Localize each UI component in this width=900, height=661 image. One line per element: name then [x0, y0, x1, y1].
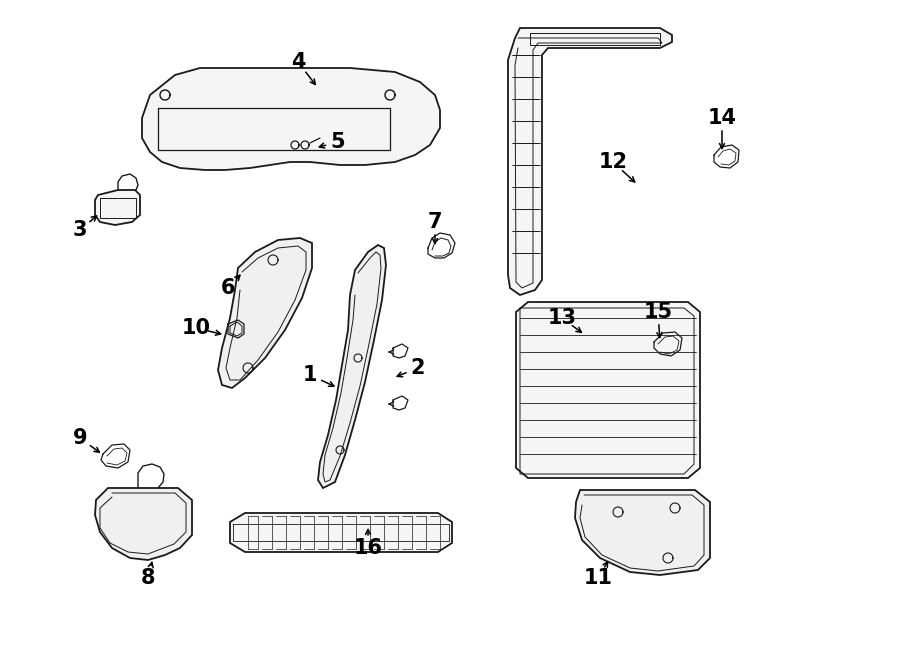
- Text: 3: 3: [73, 220, 87, 240]
- Polygon shape: [318, 245, 386, 488]
- Polygon shape: [142, 68, 440, 170]
- Text: 11: 11: [583, 568, 613, 588]
- Text: 13: 13: [547, 308, 577, 328]
- Polygon shape: [95, 190, 140, 225]
- Text: 2: 2: [410, 358, 425, 378]
- Text: 5: 5: [330, 132, 346, 152]
- Polygon shape: [575, 490, 710, 575]
- Text: 1: 1: [302, 365, 317, 385]
- Text: 9: 9: [73, 428, 87, 448]
- Text: 10: 10: [182, 318, 211, 338]
- Text: 4: 4: [291, 52, 305, 72]
- Text: 16: 16: [354, 538, 382, 558]
- Polygon shape: [508, 28, 672, 295]
- Text: 15: 15: [644, 302, 672, 322]
- Polygon shape: [95, 488, 192, 560]
- Text: 14: 14: [707, 108, 736, 128]
- Text: 12: 12: [598, 152, 627, 172]
- Polygon shape: [516, 302, 700, 478]
- Polygon shape: [218, 238, 312, 388]
- Polygon shape: [230, 513, 452, 552]
- Text: 8: 8: [140, 568, 155, 588]
- Text: 6: 6: [220, 278, 235, 298]
- Text: 7: 7: [428, 212, 442, 232]
